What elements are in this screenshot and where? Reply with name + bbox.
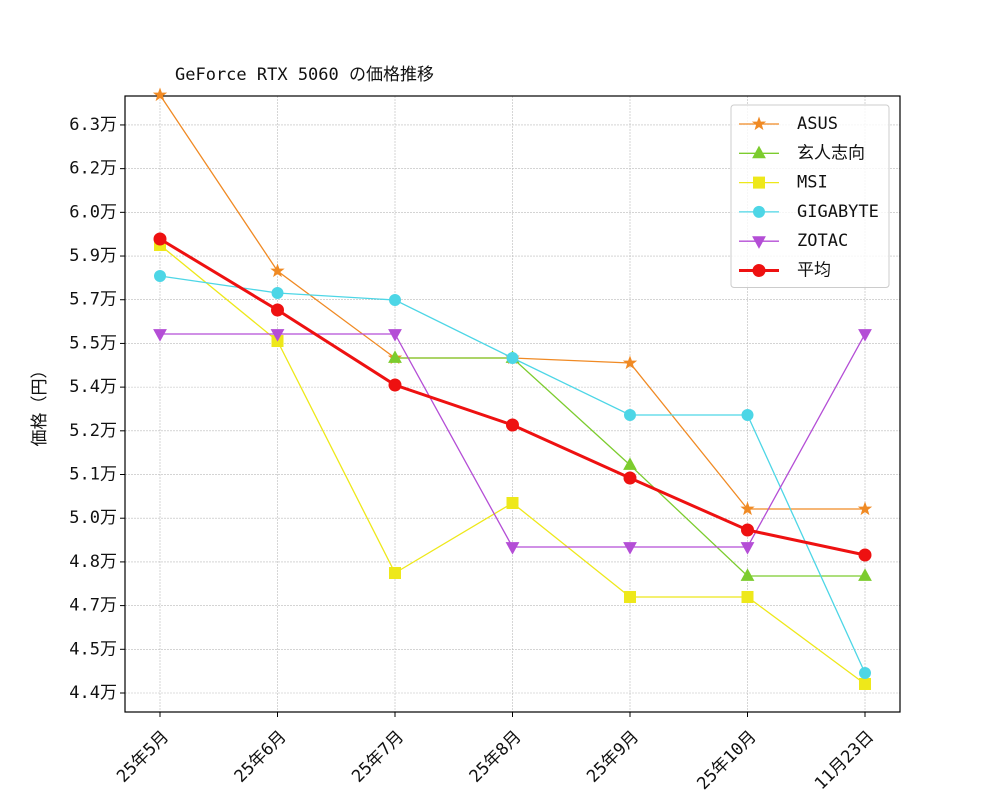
marker <box>622 355 638 370</box>
marker <box>740 501 755 516</box>
marker <box>623 457 637 470</box>
marker <box>506 497 519 510</box>
y-tick-label: 4.7万 <box>69 596 117 616</box>
marker <box>506 351 519 364</box>
marker <box>506 418 519 432</box>
marker <box>857 501 873 516</box>
legend-label: GIGABYTE <box>797 202 879 222</box>
marker <box>859 677 871 690</box>
marker <box>270 329 285 342</box>
marker <box>389 567 401 580</box>
marker <box>153 329 167 342</box>
chart-title: GeForce RTX 5060 の価格推移 <box>175 65 434 85</box>
y-tick-label: 5.5万 <box>69 333 117 353</box>
y-tick-label: 6.2万 <box>69 159 117 179</box>
y-tick-label: 5.0万 <box>69 508 117 528</box>
marker <box>388 378 402 392</box>
marker <box>271 303 284 317</box>
marker <box>858 568 872 581</box>
marker <box>858 548 872 562</box>
marker <box>154 269 166 282</box>
y-tick-label: 5.7万 <box>69 290 117 310</box>
plot-frame <box>124 95 901 713</box>
y-tick-label: 4.5万 <box>69 639 117 659</box>
marker <box>271 286 284 299</box>
marker <box>270 263 285 278</box>
legend-label: 玄人志向 <box>797 143 865 163</box>
marker <box>740 542 755 555</box>
y-tick-label: 4.4万 <box>69 683 117 703</box>
marker <box>388 350 402 363</box>
marker <box>741 523 754 537</box>
marker <box>623 542 637 555</box>
marker <box>388 329 402 342</box>
legend-frame <box>730 104 890 288</box>
y-tick-label: 6.0万 <box>69 202 117 222</box>
y-axis-label: 価格（円） <box>30 362 50 447</box>
marker <box>741 590 754 603</box>
y-tick-label: 5.2万 <box>69 421 117 441</box>
marker <box>152 87 168 102</box>
marker <box>752 145 766 159</box>
legend-label: MSI <box>797 173 828 193</box>
marker <box>505 542 520 555</box>
marker <box>859 667 871 680</box>
marker <box>753 205 765 218</box>
marker <box>624 409 636 422</box>
legend-label: 平均 <box>797 261 831 281</box>
y-tick-label: 4.8万 <box>69 552 117 572</box>
marker <box>389 293 401 306</box>
y-tick-label: 5.9万 <box>69 246 117 266</box>
legend: ASUS 玄人志向 MSI GIGABYTE ZOTAC 平均 <box>730 104 890 288</box>
marker <box>624 590 636 603</box>
marker <box>752 236 766 249</box>
marker <box>858 329 872 342</box>
marker <box>751 116 767 131</box>
marker <box>753 176 765 189</box>
y-tick-label: 5.4万 <box>69 377 117 397</box>
marker <box>740 568 755 581</box>
marker <box>752 264 766 277</box>
y-tick-label: 5.1万 <box>69 465 117 485</box>
marker <box>623 471 637 485</box>
legend-label: ZOTAC <box>797 231 848 251</box>
marker <box>741 409 754 422</box>
marker <box>153 232 167 246</box>
y-tick-label: 6.3万 <box>69 115 117 135</box>
legend-label: ASUS <box>797 114 838 134</box>
